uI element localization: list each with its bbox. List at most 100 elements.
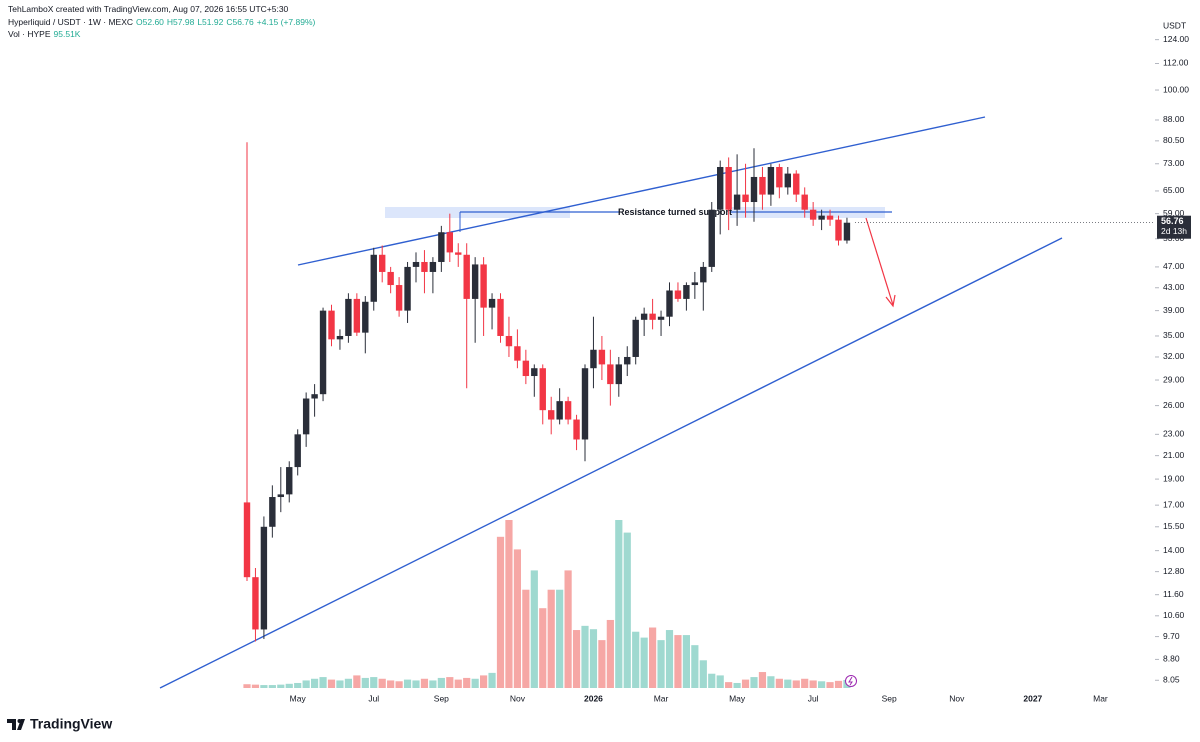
- y-tick-label: 88.00: [1163, 114, 1185, 124]
- volume-bar: [268, 685, 276, 688]
- candle-body: [421, 261, 428, 272]
- candle-body: [353, 298, 361, 333]
- ohlc-value: +4.15 (+7.89%): [256, 16, 316, 27]
- volume-bar: [311, 678, 319, 688]
- volume-bar: [294, 682, 302, 688]
- candle-body: [809, 209, 817, 220]
- candle-body: [835, 219, 842, 241]
- volume-bar: [277, 684, 285, 688]
- volume-bar: [826, 682, 834, 688]
- trend-line: [297, 116, 986, 266]
- volume-bar: [623, 532, 631, 688]
- volume-bar: [556, 589, 564, 688]
- candle-body: [843, 222, 851, 241]
- volume-bar: [260, 685, 268, 688]
- volume-bar: [403, 679, 412, 688]
- candle-body: [759, 176, 766, 195]
- candle-body: [615, 364, 622, 385]
- y-tick-label: 65.00: [1163, 185, 1185, 195]
- volume-bar: [395, 681, 403, 688]
- candle-body: [252, 577, 259, 630]
- candle-body: [438, 232, 445, 262]
- y-tick-label: 32.00: [1163, 351, 1185, 361]
- volume-bar: [480, 675, 488, 688]
- volume-bar: [522, 589, 530, 688]
- volume-bar: [589, 629, 598, 688]
- candle-body: [260, 526, 268, 630]
- candle-body: [784, 173, 791, 188]
- candle-body: [336, 335, 344, 340]
- y-tick-label: 8.05: [1163, 675, 1180, 685]
- candle-body: [581, 368, 589, 440]
- candle-body: [548, 410, 555, 420]
- volume-bar: [606, 619, 614, 688]
- y-tick-label: 112.00: [1163, 58, 1189, 68]
- candle-body: [277, 494, 284, 498]
- volume-bar: [792, 680, 800, 688]
- x-tick-label: 2027: [1023, 693, 1042, 703]
- candle-body: [294, 434, 301, 468]
- volume-bar: [302, 680, 310, 688]
- y-tick-label: 10.60: [1163, 610, 1185, 620]
- volume-bar: [285, 683, 293, 688]
- candle-body: [598, 349, 606, 365]
- volume-bar: [564, 570, 572, 688]
- candle-body: [556, 401, 563, 420]
- volume-bar: [336, 680, 344, 688]
- label-bg: [620, 205, 730, 219]
- candle-body: [674, 290, 682, 299]
- y-tick-label: 26.00: [1163, 400, 1185, 410]
- candle-body: [370, 254, 377, 302]
- y-tick-label: 17.00: [1163, 499, 1185, 509]
- volume-bar: [784, 679, 792, 688]
- y-tick-label: 124.00: [1163, 34, 1189, 44]
- candle-body: [607, 364, 614, 385]
- volume-bar: [353, 675, 361, 688]
- candle-body: [497, 298, 504, 336]
- volume-bar: [327, 679, 336, 688]
- volume-bar: [488, 672, 496, 688]
- x-tick-label: May: [290, 693, 307, 703]
- volume-bar: [665, 630, 674, 688]
- annotations: Resistance turned support: [159, 116, 1063, 689]
- volume-bar: [818, 681, 826, 688]
- y-tick-label: 80.50: [1163, 135, 1185, 145]
- volume-bar: [513, 549, 521, 688]
- y-tick-label: 8.80: [1163, 654, 1180, 664]
- candle-body: [328, 310, 335, 340]
- candle-body: [463, 254, 470, 299]
- volume-bar: [429, 680, 437, 688]
- price-label: 56.76: [1161, 216, 1184, 226]
- x-tick-label: 2026: [584, 693, 603, 703]
- volume-title: Vol · HYPE: [8, 29, 51, 39]
- x-tick-label: Nov: [949, 693, 965, 703]
- volume-bar: [758, 672, 767, 688]
- candle-body: [345, 298, 352, 336]
- volume-bar: [496, 536, 505, 688]
- symbol-row: Hyperliquid / USDT · 1W · MEXC O52.60 H57.…: [8, 16, 321, 29]
- candle-body: [488, 298, 496, 308]
- y-tick-label: 43.00: [1163, 282, 1185, 292]
- candle-body: [793, 173, 800, 195]
- y-tick-label: 73.00: [1163, 158, 1185, 168]
- volume-bar: [674, 635, 682, 688]
- candle-body: [733, 194, 741, 210]
- y-tick-label: 47.00: [1163, 261, 1185, 271]
- ohlc-value: L51.92: [197, 16, 224, 27]
- candle-body: [776, 166, 783, 188]
- candle-body: [531, 368, 538, 377]
- trend-line: [159, 237, 1063, 689]
- volume-bar: [572, 630, 581, 688]
- volume-bar: [750, 677, 758, 688]
- ohlc-value: O52.60: [136, 16, 164, 27]
- candle-body: [657, 316, 665, 320]
- volume-bar: [809, 680, 817, 688]
- volume-bar: [454, 679, 462, 688]
- logo-icon: [7, 719, 25, 730]
- x-tick-label: Mar: [1093, 693, 1108, 703]
- currency: USDT: [1163, 20, 1186, 30]
- logo-icon: [17, 719, 22, 723]
- y-tick-label: 35.00: [1163, 330, 1185, 340]
- volume-bar: [741, 679, 750, 688]
- x-tick-label: Sep: [434, 693, 449, 703]
